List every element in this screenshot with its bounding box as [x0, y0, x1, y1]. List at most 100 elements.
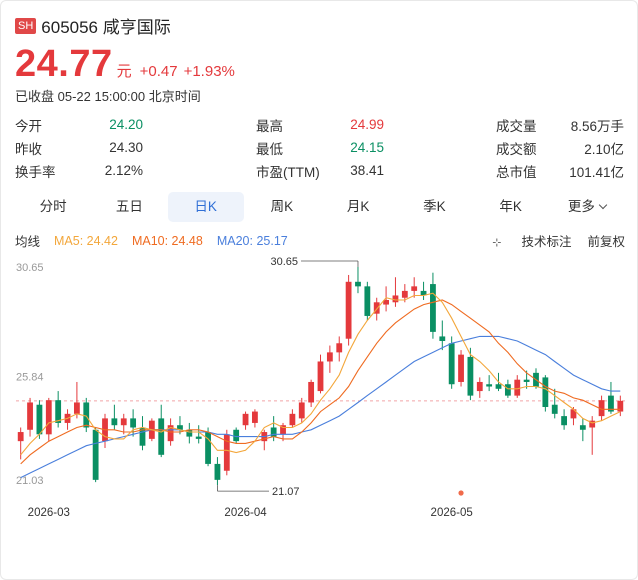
candle-body — [120, 418, 127, 426]
candle-body — [598, 400, 605, 417]
candle-body — [579, 425, 586, 430]
stat-pe: 市盈(TTM) 38.41 — [256, 159, 384, 182]
min-price-annotation: 21.07 — [272, 486, 300, 498]
candle-body — [36, 404, 43, 435]
period-tabs: 分时 五日 日K 周K 月K 季K 年K 更多 — [15, 192, 625, 222]
stat-value: 24.99 — [350, 117, 384, 132]
candle-body — [17, 432, 24, 442]
tab-quarterly-k[interactable]: 季K — [423, 199, 446, 214]
stock-header: SH 605056 咸亨国际 — [15, 13, 171, 38]
candle-body — [439, 336, 446, 341]
candle-body — [392, 295, 399, 303]
stat-value: 24.20 — [109, 117, 143, 132]
market-status: 已收盘 05-22 15:00:00 北京时间 — [15, 89, 201, 104]
candle-body — [252, 411, 258, 423]
tab-five-day[interactable]: 五日 — [115, 199, 143, 214]
stat-turnover: 换手率 2.12% — [15, 159, 143, 182]
kline-chart[interactable]: 30.65 25.84 21.03 2026-03 2026-04 2026-05 30.… — [1, 251, 638, 580]
tab-more[interactable]: 更多 — [549, 192, 625, 222]
stats-col-3: 成交量 8.56万手 成交额 2.10亿 总市值 101.41亿 — [496, 113, 624, 182]
candle-body — [570, 409, 577, 419]
candle-body — [45, 400, 52, 435]
candle-body — [214, 463, 221, 480]
candle-body — [317, 361, 324, 392]
candle-body — [233, 429, 240, 442]
stat-high: 最高 24.99 — [256, 113, 384, 136]
candle-body — [308, 381, 315, 403]
candle-body — [608, 395, 614, 412]
candle-body — [420, 290, 427, 296]
candle-body — [195, 436, 202, 439]
chevron-down-icon — [598, 200, 608, 210]
event-marker-dot — [458, 490, 464, 496]
candle-body — [355, 281, 361, 287]
y-tick-label: 21.03 — [16, 475, 44, 487]
candle-body — [345, 281, 352, 339]
candle-body — [205, 432, 211, 464]
tech-annotation-label: 技术标注 — [521, 235, 572, 249]
current-price: 24.77 — [15, 43, 113, 85]
stock-title[interactable]: 605056 咸亨国际 — [41, 18, 171, 37]
stat-value: 24.30 — [109, 140, 143, 155]
tab-monthly-k[interactable]: 月K — [346, 199, 370, 214]
candle-body — [177, 425, 183, 430]
ma-label: 均线 — [15, 235, 41, 249]
candle-body — [270, 427, 277, 437]
candle-body — [458, 354, 464, 382]
candle-body — [514, 379, 521, 396]
signal-icon: ⊹ — [492, 237, 502, 249]
candle-body — [373, 302, 380, 314]
stat-amount: 成交额 2.10亿 — [496, 136, 624, 159]
candle-body — [158, 418, 165, 455]
candle-body — [167, 425, 174, 442]
tab-daily-k[interactable]: 日K — [167, 192, 244, 222]
ma-legend: 均线 MA5: 24.42 MA10: 24.48 MA20: 25.17 ⊹ 技… — [15, 231, 625, 250]
candle-body — [326, 352, 333, 362]
stat-value: 8.56万手 — [570, 118, 624, 134]
candle-body — [289, 413, 296, 426]
stat-market-cap: 总市值 101.41亿 — [496, 159, 624, 182]
candle-body — [617, 400, 624, 412]
price-change-pct: +1.93% — [183, 63, 235, 80]
candle-body — [401, 290, 408, 298]
ma10-line — [20, 299, 621, 465]
candle-body — [448, 343, 455, 385]
candle-body — [495, 384, 502, 389]
stat-label: 换手率 — [15, 164, 56, 180]
stat-volume: 成交量 8.56万手 — [496, 113, 624, 136]
stat-label: 成交额 — [496, 141, 537, 157]
stat-label: 今开 — [15, 118, 42, 134]
candle-body — [186, 429, 193, 437]
stat-label: 最低 — [256, 141, 283, 157]
exchange-badge: SH — [15, 17, 37, 34]
candle-body — [551, 404, 558, 414]
candle-body — [130, 418, 137, 428]
candle-body — [561, 416, 568, 426]
stat-label: 市盈(TTM) — [256, 164, 320, 180]
tab-more-label: 更多 — [567, 199, 595, 214]
ma20-value: MA20: 25.17 — [216, 233, 288, 248]
tab-yearly-k[interactable]: 年K — [499, 199, 522, 214]
stat-label: 总市值 — [496, 164, 537, 180]
candle-body — [476, 381, 483, 392]
price-row: 24.77 元 +0.47 +1.93% — [15, 43, 235, 86]
candle-body — [523, 379, 530, 382]
ma5-line — [20, 292, 621, 456]
tab-weekly-k[interactable]: 周K — [270, 199, 294, 214]
stat-label: 昨收 — [15, 141, 42, 157]
tech-annotation-toggle[interactable]: ⊹ 技术标注 — [476, 231, 571, 250]
candle-body — [364, 286, 371, 316]
y-tick-label: 30.65 — [16, 262, 44, 274]
candle-body — [486, 384, 493, 387]
candle-body — [298, 402, 305, 419]
stat-prev-close: 昨收 24.30 — [15, 136, 143, 159]
candle-body — [73, 402, 80, 414]
tab-intraday[interactable]: 分时 — [39, 199, 67, 214]
candle-body — [542, 377, 549, 408]
x-tick-label: 2026-05 — [431, 507, 473, 519]
candle-body — [223, 434, 230, 471]
y-tick-label: 25.84 — [16, 372, 44, 384]
candle-body — [83, 402, 90, 428]
adjust-mode-button[interactable]: 前复权 — [587, 235, 625, 249]
x-tick-label: 2026-04 — [224, 507, 267, 519]
